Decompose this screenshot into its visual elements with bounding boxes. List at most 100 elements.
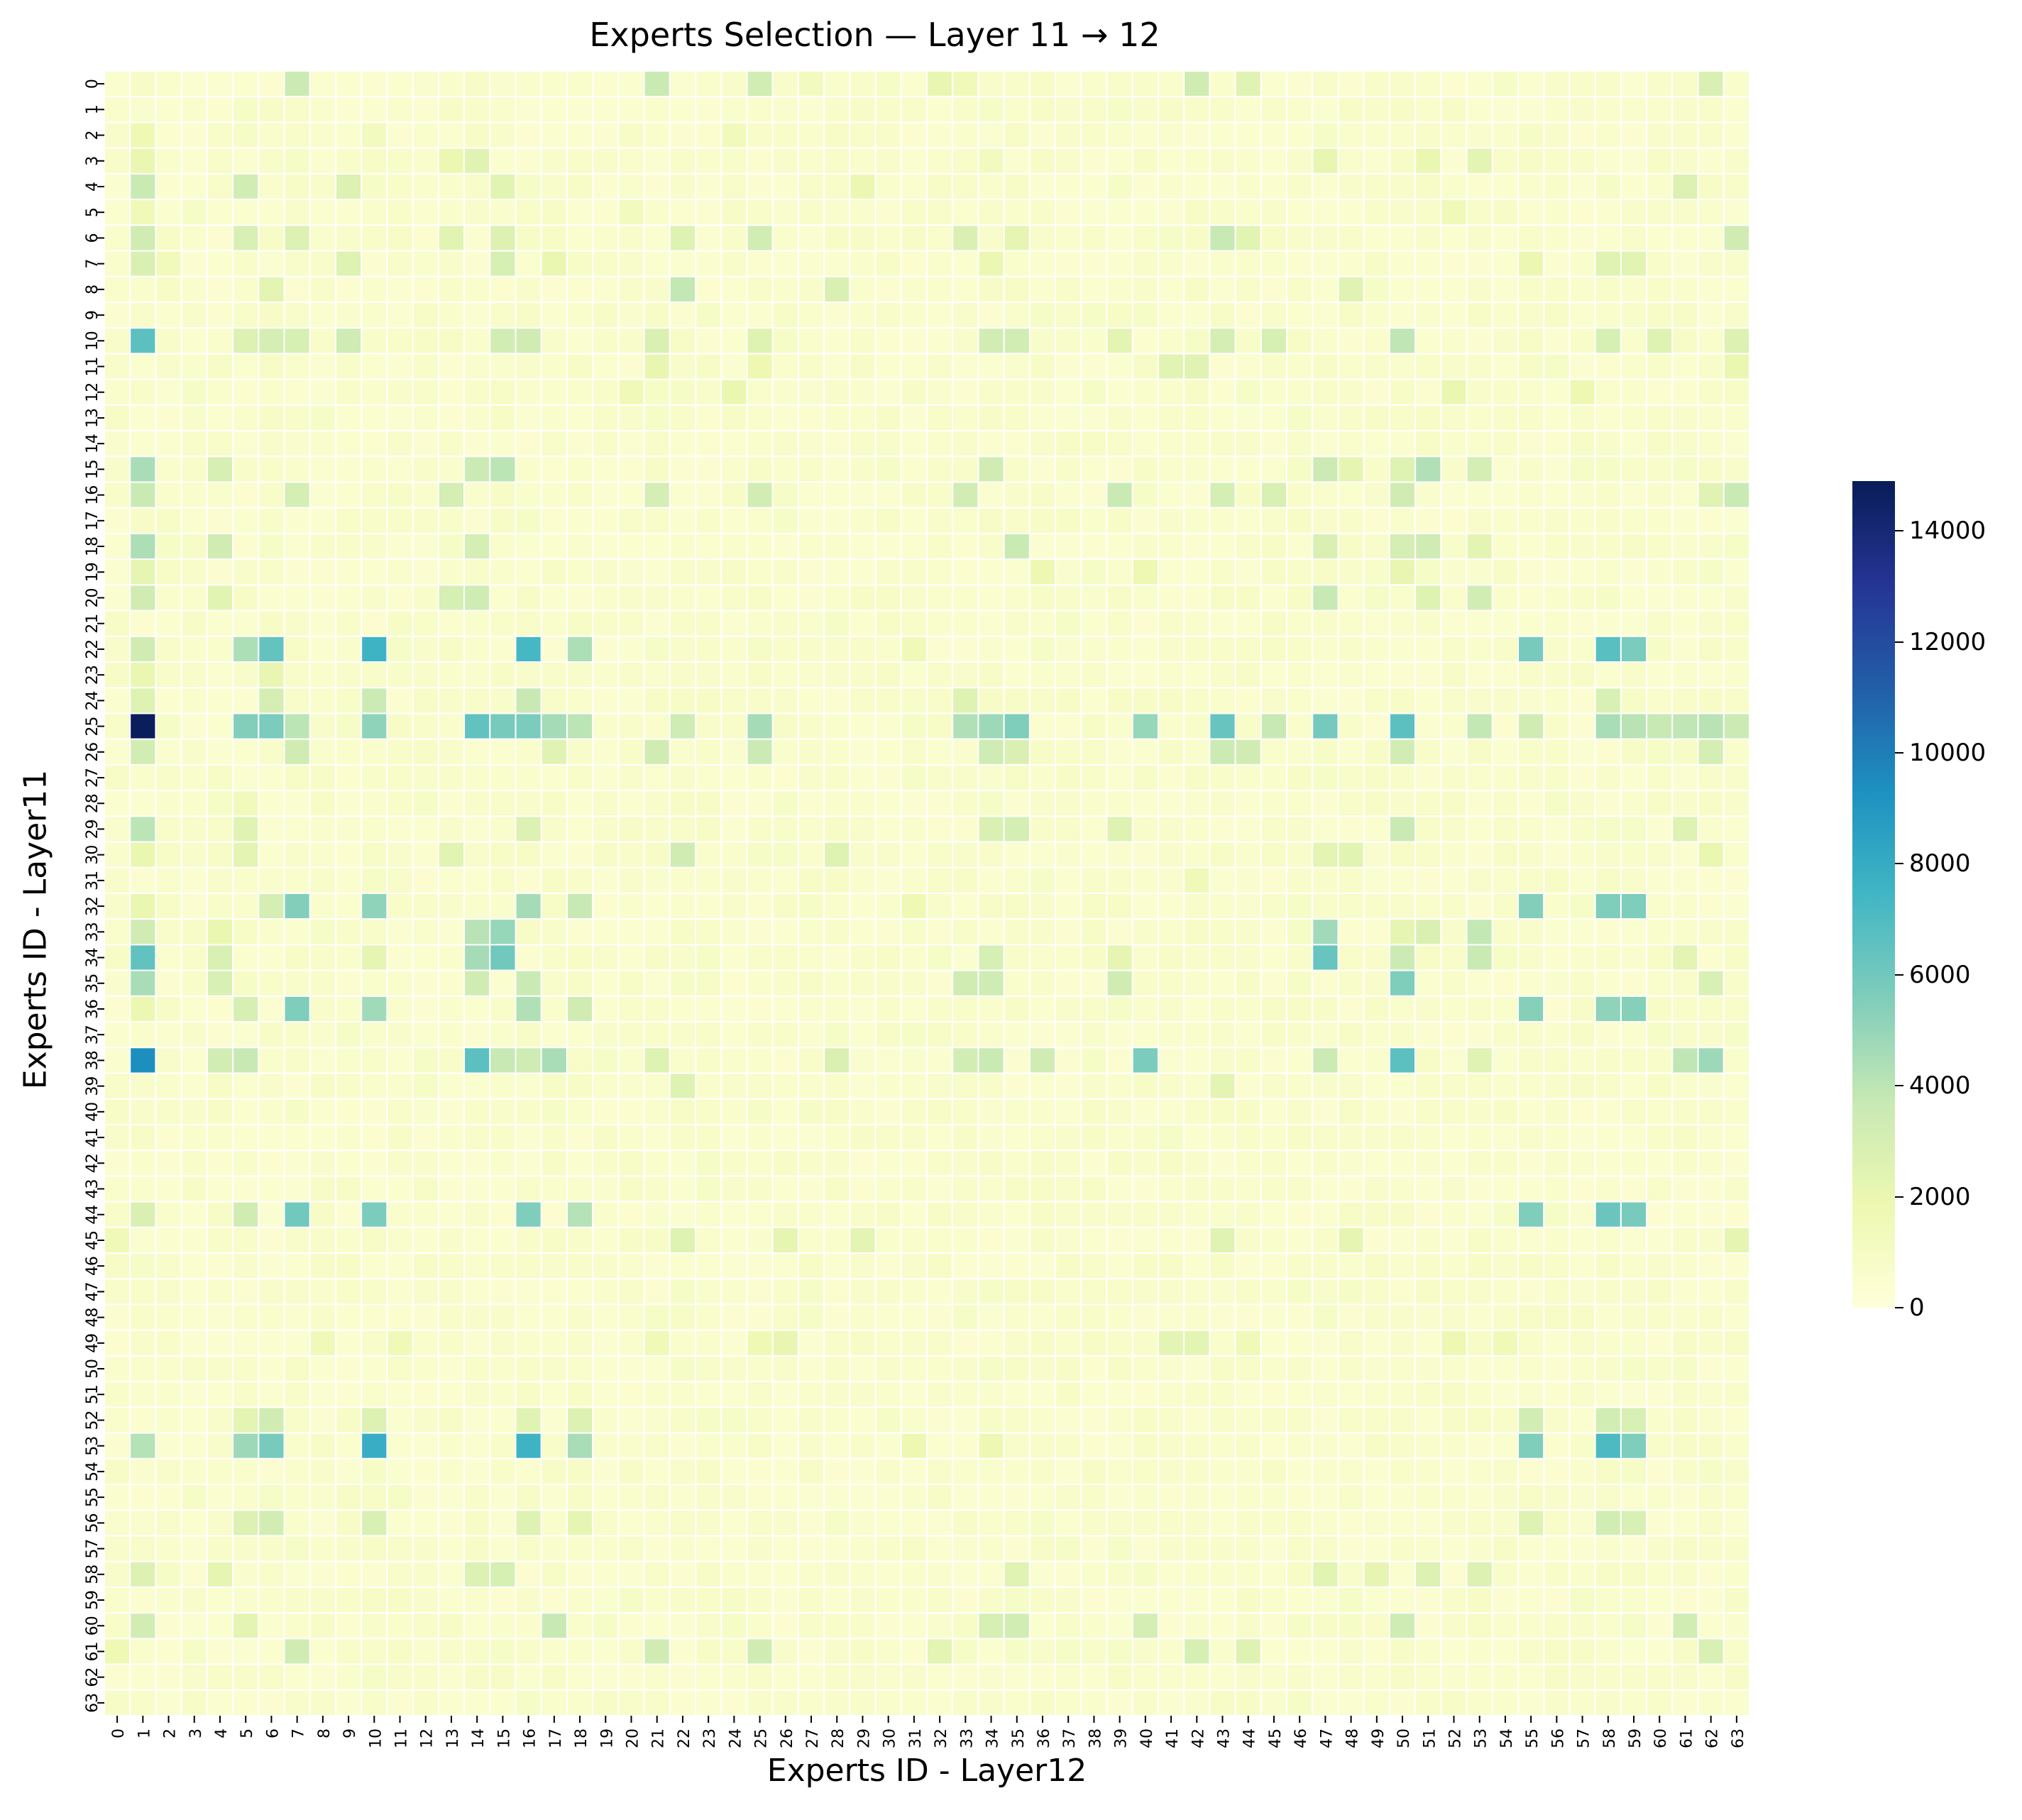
heatmap-cell: [1312, 1638, 1339, 1665]
heatmap-cell: [1594, 815, 1622, 843]
heatmap-cell: [283, 96, 311, 123]
heatmap-cell: [232, 893, 260, 920]
heatmap-cell: [1517, 327, 1545, 355]
heatmap-cell: [695, 1355, 722, 1383]
heatmap-cell: [643, 96, 671, 123]
heatmap-cell: [540, 1123, 568, 1152]
heatmap-cell: [746, 250, 774, 277]
heatmap-cell: [1286, 918, 1314, 946]
heatmap-cell: [1234, 687, 1262, 715]
heatmap-cell: [1157, 353, 1185, 380]
heatmap-cell: [1388, 1381, 1417, 1408]
colorbar-tick: [1895, 1196, 1903, 1198]
heatmap-cell: [669, 712, 697, 740]
heatmap-cell: [1003, 1021, 1031, 1049]
heatmap-cell: [1517, 1201, 1545, 1228]
heatmap-cell: [1517, 1560, 1545, 1588]
heatmap-cell: [695, 147, 722, 175]
heatmap-cell: [746, 944, 774, 971]
heatmap-cell: [1286, 224, 1314, 252]
heatmap-cell: [104, 250, 131, 277]
heatmap-cell: [540, 275, 568, 303]
heatmap-cell: [592, 995, 620, 1023]
heatmap-cell: [180, 1560, 208, 1588]
heatmap-cell: [334, 1663, 363, 1691]
heatmap-cell: [386, 687, 414, 715]
heatmap-cell: [104, 507, 131, 534]
heatmap-cell: [977, 456, 1005, 483]
heatmap-cell: [952, 301, 979, 329]
heatmap-cell: [386, 969, 414, 997]
heatmap-cell: [232, 250, 260, 277]
heatmap-cell: [1363, 1098, 1390, 1125]
heatmap-cell: [1106, 378, 1133, 406]
heatmap-cell: [437, 1638, 466, 1665]
heatmap-cell: [155, 790, 182, 817]
heatmap-cell: [566, 763, 594, 792]
heatmap-cell: [1440, 456, 1468, 483]
heatmap-cell: [720, 456, 748, 483]
y-tick-label: 39: [84, 1076, 101, 1096]
heatmap-cell: [1209, 532, 1236, 561]
heatmap-cell: [566, 1021, 594, 1049]
heatmap-cell: [437, 1278, 466, 1306]
heatmap-cell: [1414, 456, 1442, 483]
heatmap-cell: [155, 378, 182, 406]
heatmap-cell: [1620, 815, 1648, 843]
heatmap-cell: [155, 172, 182, 201]
heatmap-cell: [977, 944, 1005, 971]
heatmap-cell: [104, 790, 131, 817]
heatmap-cell: [849, 378, 877, 406]
heatmap-cell: [771, 1098, 799, 1125]
heatmap-cell: [1620, 378, 1648, 406]
heatmap-cell: [1312, 918, 1339, 946]
heatmap-cell: [1517, 1612, 1545, 1640]
heatmap-cell: [1543, 944, 1571, 971]
heatmap-cell: [566, 866, 594, 894]
heatmap-cell: [1157, 661, 1185, 689]
heatmap-cell: [1080, 1560, 1108, 1588]
heatmap-cell: [1543, 738, 1571, 766]
heatmap-cell: [977, 1432, 1005, 1460]
heatmap-cell: [823, 250, 851, 277]
heatmap-cell: [129, 1149, 157, 1177]
heatmap-cell: [1183, 1201, 1211, 1228]
heatmap-cell: [977, 712, 1005, 740]
heatmap-cell: [746, 1663, 774, 1691]
heatmap-cell: [823, 1663, 851, 1691]
heatmap-cell: [823, 147, 851, 175]
heatmap-cell: [1286, 610, 1314, 637]
heatmap-cell: [309, 1432, 336, 1460]
heatmap-cell: [1003, 378, 1031, 406]
heatmap-cell: [1055, 1072, 1082, 1100]
heatmap-cell: [566, 1355, 594, 1383]
heatmap-cell: [1440, 250, 1468, 277]
heatmap-cell: [1028, 661, 1057, 689]
heatmap-cell: [1260, 1535, 1288, 1562]
heatmap-cell: [258, 866, 285, 894]
heatmap-cell: [669, 610, 697, 637]
heatmap-cell: [540, 1278, 568, 1306]
x-tick-label: 2: [162, 1728, 180, 1738]
heatmap-cell: [437, 327, 466, 355]
heatmap-cell: [1337, 430, 1365, 458]
heatmap-cell: [1234, 841, 1262, 868]
heatmap-cell: [1466, 1303, 1493, 1331]
heatmap-cell: [1466, 353, 1493, 380]
heatmap-cell: [1646, 1535, 1674, 1562]
heatmap-cell: [412, 918, 439, 946]
heatmap-cell: [1363, 70, 1390, 98]
heatmap-cell: [489, 121, 517, 149]
heatmap-cell: [309, 1484, 336, 1511]
colorbar-tick-label: 12000: [1909, 627, 1987, 656]
heatmap-cell: [1312, 96, 1339, 123]
x-tick-label: 28: [830, 1728, 847, 1748]
heatmap-cell: [1080, 1047, 1108, 1074]
heatmap-cell: [463, 1509, 491, 1537]
heatmap-cell: [1620, 1432, 1648, 1460]
heatmap-cell: [977, 1689, 1005, 1716]
heatmap-cell: [463, 1226, 491, 1254]
heatmap-cell: [874, 866, 902, 894]
heatmap-cell: [412, 1689, 439, 1716]
heatmap-cell: [771, 1638, 799, 1665]
